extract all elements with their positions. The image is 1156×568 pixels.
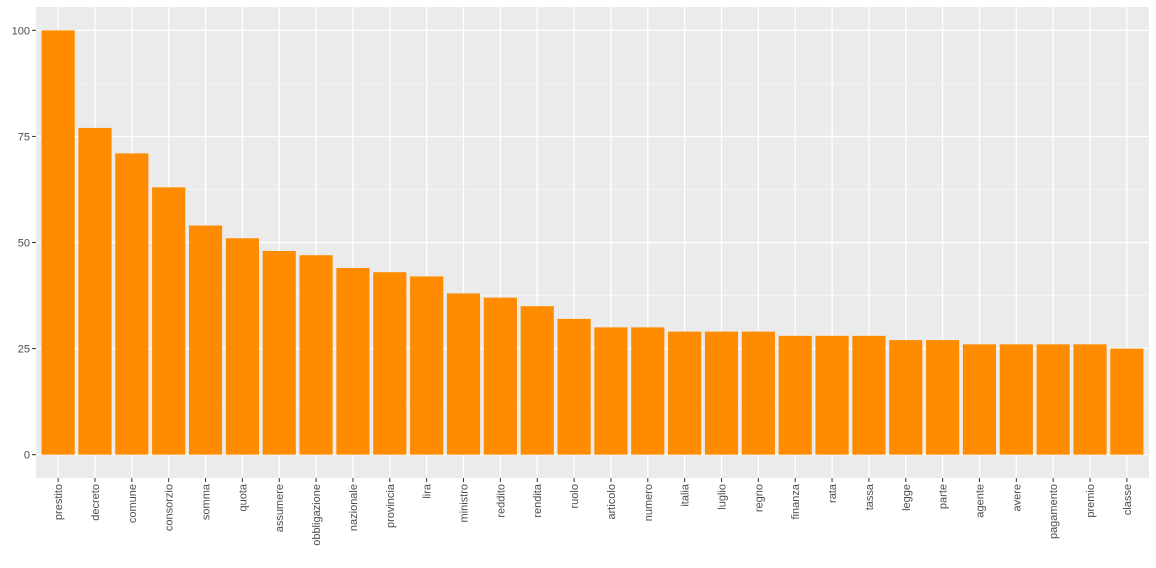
bar-finanza bbox=[778, 335, 812, 455]
bar-tassa bbox=[852, 335, 886, 455]
x-tick-label: ruolo bbox=[569, 484, 581, 508]
bar-lira bbox=[410, 276, 444, 455]
bar-numero bbox=[631, 327, 665, 455]
bar-ruolo bbox=[557, 318, 591, 455]
x-tick-label: tassa bbox=[864, 483, 876, 510]
x-tick-label: lira bbox=[422, 483, 434, 499]
x-tick-label: classe bbox=[1122, 484, 1134, 515]
bar-articolo bbox=[594, 327, 628, 455]
y-tick-label: 25 bbox=[18, 344, 30, 356]
y-axis: 0 25 50 75 100 bbox=[12, 25, 36, 462]
bar-nazionale bbox=[336, 267, 370, 455]
x-tick-label: regno bbox=[753, 484, 765, 512]
bar-quota bbox=[225, 238, 259, 455]
bar-assumere bbox=[262, 250, 296, 455]
x-tick-label: agente bbox=[974, 484, 986, 518]
bar-obbligazione bbox=[299, 255, 333, 455]
x-tick-label: quota bbox=[237, 483, 249, 511]
x-tick-label: nazionale bbox=[348, 484, 360, 531]
x-tick-label: consorzio bbox=[164, 484, 176, 531]
bar-rendita bbox=[520, 306, 554, 455]
x-tick-label: obbligazione bbox=[311, 484, 323, 546]
x-tick-label: parte bbox=[938, 484, 950, 509]
y-tick-label: 50 bbox=[18, 238, 30, 250]
x-tick-label: finanza bbox=[790, 483, 802, 519]
bar-parte bbox=[926, 340, 960, 455]
x-tick-label: rata bbox=[827, 483, 839, 503]
bar-ministro bbox=[446, 293, 481, 455]
x-tick-label: pagamento bbox=[1048, 484, 1060, 539]
bar-agente bbox=[962, 344, 997, 455]
bar-italia bbox=[668, 331, 702, 455]
x-tick-label: premio bbox=[1085, 484, 1097, 518]
x-tick-label: reddito bbox=[495, 484, 507, 518]
x-tick-label: assumere bbox=[274, 484, 286, 532]
x-tick-label: provincia bbox=[385, 483, 397, 528]
x-tick-label: rendita bbox=[532, 483, 544, 518]
x-tick-label: ministro bbox=[459, 484, 471, 523]
bar-legge bbox=[889, 340, 923, 455]
x-tick-label: luglio bbox=[716, 484, 728, 510]
x-tick-label: articolo bbox=[606, 484, 618, 519]
bar-luglio bbox=[704, 331, 739, 455]
x-tick-label: comune bbox=[127, 484, 139, 523]
x-axis: prestito decreto comune consorzio somma quota… bbox=[53, 478, 1134, 546]
bar-premio bbox=[1073, 344, 1107, 455]
bar-decreto bbox=[78, 127, 112, 455]
bar-somma bbox=[188, 225, 223, 455]
bars bbox=[41, 30, 1144, 455]
bar-provincia bbox=[373, 272, 407, 455]
bar-consorzio bbox=[152, 187, 186, 455]
x-tick-label: prestito bbox=[53, 484, 65, 520]
bar-pagamento bbox=[1036, 344, 1070, 455]
x-tick-label: somma bbox=[201, 483, 213, 520]
bar-reddito bbox=[483, 297, 517, 455]
x-tick-label: legge bbox=[901, 484, 913, 511]
bar-prestito bbox=[41, 30, 75, 455]
bar-regno bbox=[741, 331, 775, 455]
x-tick-label: decreto bbox=[90, 484, 102, 521]
bar-comune bbox=[115, 153, 149, 455]
bar-rata bbox=[815, 335, 849, 455]
y-tick-label: 75 bbox=[18, 131, 30, 143]
y-tick-label: 100 bbox=[12, 25, 30, 37]
x-tick-label: numero bbox=[643, 484, 655, 521]
y-tick-label: 0 bbox=[24, 450, 30, 462]
x-tick-label: avere bbox=[1011, 484, 1023, 512]
x-tick-label: italia bbox=[680, 483, 692, 507]
bar-avere bbox=[999, 344, 1033, 455]
bar-classe bbox=[1110, 348, 1144, 455]
